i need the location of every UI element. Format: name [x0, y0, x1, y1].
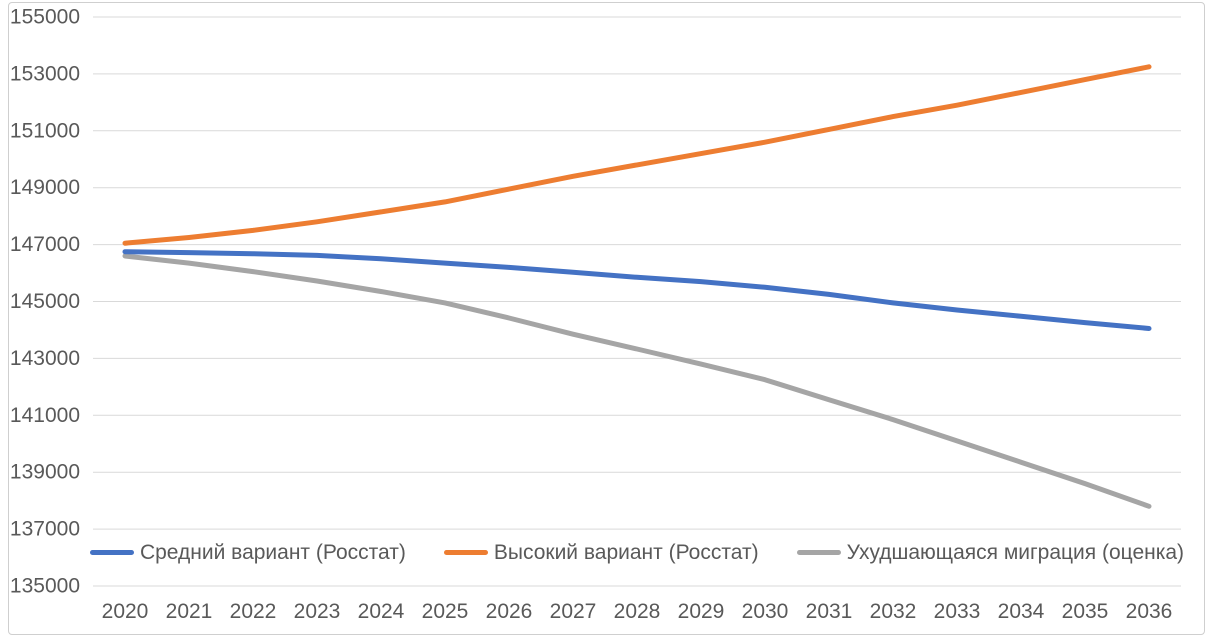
- x-tick-label-2021: 2021: [166, 600, 213, 623]
- x-tick-label-2030: 2030: [742, 600, 789, 623]
- x-tick-label-2031: 2031: [806, 600, 853, 623]
- legend-marker-high-variant-icon: [443, 549, 488, 555]
- y-tick-label-151000: 151000: [10, 119, 80, 142]
- series-line-1: [122, 64, 1152, 246]
- y-tick-label-139000: 139000: [10, 461, 80, 484]
- x-tick-label-2029: 2029: [678, 600, 725, 623]
- x-tick-label-2026: 2026: [486, 600, 533, 623]
- legend-marker-medium-variant-icon: [89, 549, 134, 555]
- legend-label-high-variant: Высокий вариант (Росстат): [493, 540, 759, 564]
- y-tick-label-149000: 149000: [10, 176, 80, 199]
- x-tick-label-2035: 2035: [1062, 600, 1109, 623]
- x-tick-label-2028: 2028: [614, 600, 661, 623]
- y-tick-label-135000: 135000: [10, 575, 80, 598]
- x-tick-label-2020: 2020: [102, 600, 149, 623]
- x-tick-label-2024: 2024: [358, 600, 405, 623]
- y-tick-label-153000: 153000: [10, 62, 80, 85]
- series-line-2: [122, 253, 1152, 509]
- legend-item-worsening-migration: Ухудшающаяся миграция (оценка): [796, 540, 1185, 564]
- legend-item-medium-variant: Средний вариант (Росстат): [89, 540, 406, 564]
- series-line-0: [122, 249, 1152, 331]
- x-tick-label-2032: 2032: [870, 600, 917, 623]
- legend-label-medium-variant: Средний вариант (Росстат): [139, 540, 406, 564]
- x-tick-label-2033: 2033: [934, 600, 981, 623]
- y-tick-label-143000: 143000: [10, 347, 80, 370]
- x-tick-label-2036: 2036: [1126, 600, 1173, 623]
- legend-item-high-variant: Высокий вариант (Росстат): [443, 540, 759, 564]
- y-tick-label-155000: 155000: [10, 6, 80, 29]
- x-tick-label-2022: 2022: [230, 600, 277, 623]
- x-tick-label-2023: 2023: [294, 600, 341, 623]
- x-tick-label-2034: 2034: [998, 600, 1045, 623]
- y-tick-label-145000: 145000: [10, 290, 80, 313]
- y-tick-label-137000: 137000: [10, 518, 80, 541]
- x-tick-label-2027: 2027: [550, 600, 597, 623]
- y-tick-label-141000: 141000: [10, 404, 80, 427]
- legend-label-worsening-migration: Ухудшающаяся миграция (оценка): [846, 540, 1185, 564]
- x-tick-label-2025: 2025: [422, 600, 469, 623]
- legend-marker-worsening-migration-icon: [796, 549, 841, 555]
- chart-legend: Средний вариант (Росстат) Высокий вариан…: [89, 537, 1185, 567]
- y-tick-label-147000: 147000: [10, 233, 80, 256]
